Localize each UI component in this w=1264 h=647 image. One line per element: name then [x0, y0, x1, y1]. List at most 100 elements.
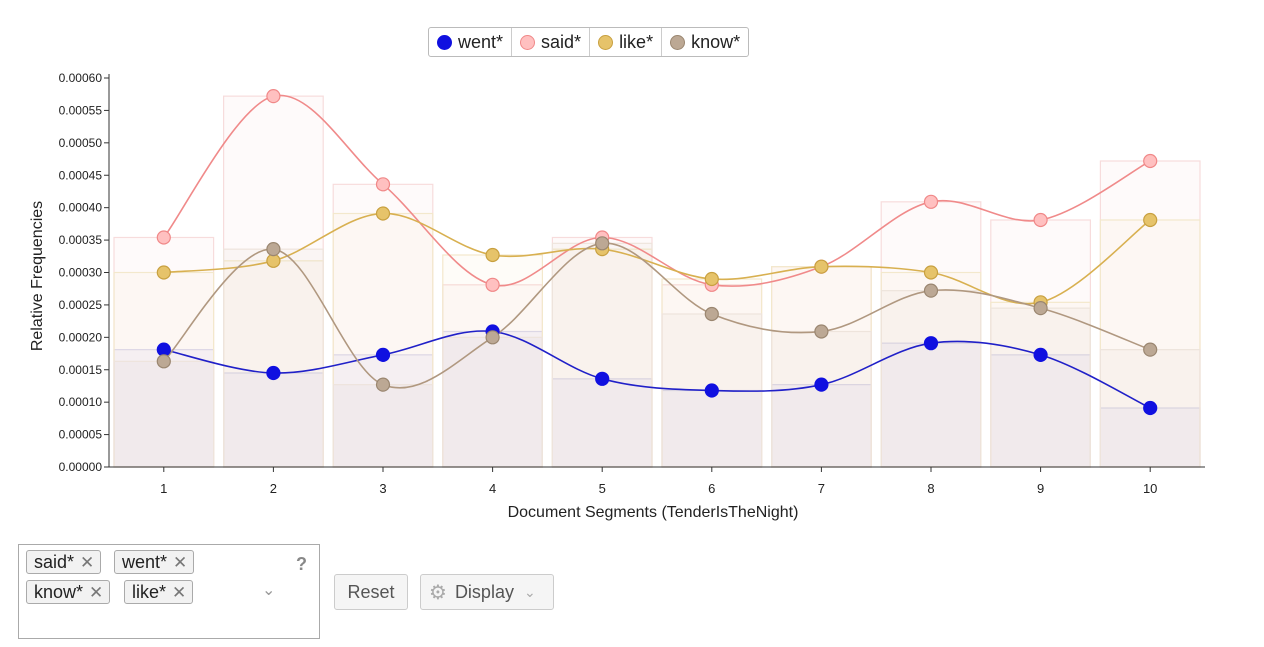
bar-know — [113, 360, 215, 468]
point-know[interactable] — [814, 324, 829, 339]
point-said[interactable] — [266, 89, 281, 104]
gear-icon: ⚙ — [429, 581, 447, 604]
reset-button[interactable]: Reset — [334, 574, 408, 610]
point-went[interactable] — [375, 347, 391, 362]
bar-know — [770, 330, 872, 468]
point-know[interactable] — [156, 354, 171, 369]
legend-swatch-like — [598, 34, 614, 50]
bar-know — [442, 336, 543, 468]
term-tag-like: like* ✕ — [124, 580, 194, 604]
y-tick-label: 0.00040 — [59, 201, 103, 215]
point-went[interactable] — [156, 342, 171, 357]
remove-term-icon[interactable]: ✕ — [89, 583, 104, 602]
y-tick-label: 0.00035 — [59, 233, 103, 247]
bar-know — [223, 248, 324, 468]
bar-said — [990, 219, 1091, 468]
bars-layer — [113, 95, 1201, 468]
remove-term-icon[interactable]: ✕ — [80, 553, 95, 572]
x-tick-label: 4 — [489, 481, 496, 496]
bar-said — [332, 183, 434, 468]
series-points — [156, 89, 1158, 416]
bar-like — [990, 301, 1091, 468]
point-know[interactable] — [595, 236, 610, 251]
bar-know — [990, 307, 1091, 468]
legend-item-know[interactable]: know* — [662, 28, 748, 56]
point-said[interactable] — [485, 277, 500, 292]
line-know — [163, 242, 1151, 389]
y-tick-label: 0.00000 — [59, 460, 103, 474]
line-said — [163, 94, 1151, 287]
bar-said — [223, 95, 324, 468]
point-know[interactable] — [923, 283, 939, 298]
chart-legend: went* said* like* know* — [428, 27, 750, 57]
bar-know — [332, 384, 434, 468]
point-said[interactable] — [1033, 212, 1048, 228]
display-label: Display — [454, 581, 514, 602]
bar-said — [1099, 160, 1201, 468]
bar-went — [113, 349, 215, 468]
x-tick-label: 2 — [270, 481, 277, 496]
point-know[interactable] — [1033, 301, 1048, 316]
remove-term-icon[interactable]: ✕ — [173, 553, 188, 572]
chevron-down-icon[interactable]: ⌄ — [262, 582, 276, 599]
y-tick-label: 0.00055 — [59, 103, 103, 117]
line-went — [163, 330, 1151, 409]
y-tick-label: 0.00060 — [59, 71, 103, 85]
y-tick-label: 0.00030 — [59, 266, 103, 280]
y-tick-label: 0.00050 — [59, 136, 103, 150]
point-like[interactable] — [704, 271, 719, 287]
point-went[interactable] — [1033, 347, 1048, 362]
point-know[interactable] — [1143, 342, 1158, 357]
y-tick-label: 0.00015 — [59, 363, 103, 377]
point-like[interactable] — [266, 253, 281, 268]
legend-item-went[interactable]: went* — [429, 28, 513, 56]
y-tick-label: 0.00010 — [59, 395, 103, 409]
x-tick-label: 5 — [599, 481, 606, 496]
legend-swatch-went — [437, 34, 452, 50]
display-button[interactable]: ⚙ Display ⌄ — [420, 574, 554, 610]
legend-item-said[interactable]: said* — [512, 28, 591, 56]
point-went[interactable] — [266, 365, 281, 381]
point-went[interactable] — [595, 371, 610, 386]
bar-said — [551, 236, 653, 468]
x-tick-label: 1 — [160, 481, 167, 496]
term-tag-said: said* ✕ — [26, 550, 102, 574]
point-said[interactable] — [156, 230, 171, 245]
legend-item-like[interactable]: like* — [590, 28, 663, 56]
point-know[interactable] — [704, 306, 719, 322]
point-went[interactable] — [814, 377, 829, 392]
point-like[interactable] — [156, 265, 171, 280]
x-tick-label: 9 — [1037, 481, 1044, 496]
point-went[interactable] — [923, 336, 939, 351]
point-know[interactable] — [375, 377, 391, 392]
y-tick-label: 0.00005 — [59, 428, 103, 442]
bar-went — [661, 389, 763, 468]
help-icon[interactable]: ? — [296, 554, 307, 574]
bar-went — [442, 330, 543, 468]
point-like[interactable] — [375, 206, 391, 221]
point-said[interactable] — [1143, 153, 1158, 169]
bar-like — [880, 271, 982, 468]
point-like[interactable] — [485, 247, 500, 263]
term-tag-know: know* ✕ — [26, 580, 111, 604]
remove-term-icon[interactable]: ✕ — [172, 583, 187, 602]
y-tick-label: 0.00025 — [59, 298, 103, 312]
point-went[interactable] — [1143, 400, 1158, 416]
point-know[interactable] — [266, 242, 281, 257]
legend-swatch-know — [670, 34, 686, 50]
bar-went — [551, 378, 653, 468]
bar-went — [223, 372, 324, 468]
y-tick-label: 0.00045 — [59, 168, 103, 182]
point-went[interactable] — [704, 383, 719, 398]
point-like[interactable] — [923, 265, 939, 280]
y-tick-label: 0.00020 — [59, 330, 103, 344]
point-said[interactable] — [375, 177, 391, 192]
point-like[interactable] — [814, 259, 829, 274]
axes: 0.00000 0.00005 0.00010 0.00015 0.00020 0.000… — [59, 71, 1205, 496]
chart-area: 0.00000 0.00005 0.00010 0.00015 0.00020 0.000… — [29, 71, 1205, 521]
x-tick-label: 6 — [708, 481, 715, 496]
point-like[interactable] — [1143, 212, 1158, 228]
bar-know — [551, 242, 653, 468]
point-said[interactable] — [923, 194, 939, 209]
point-know[interactable] — [485, 330, 500, 345]
